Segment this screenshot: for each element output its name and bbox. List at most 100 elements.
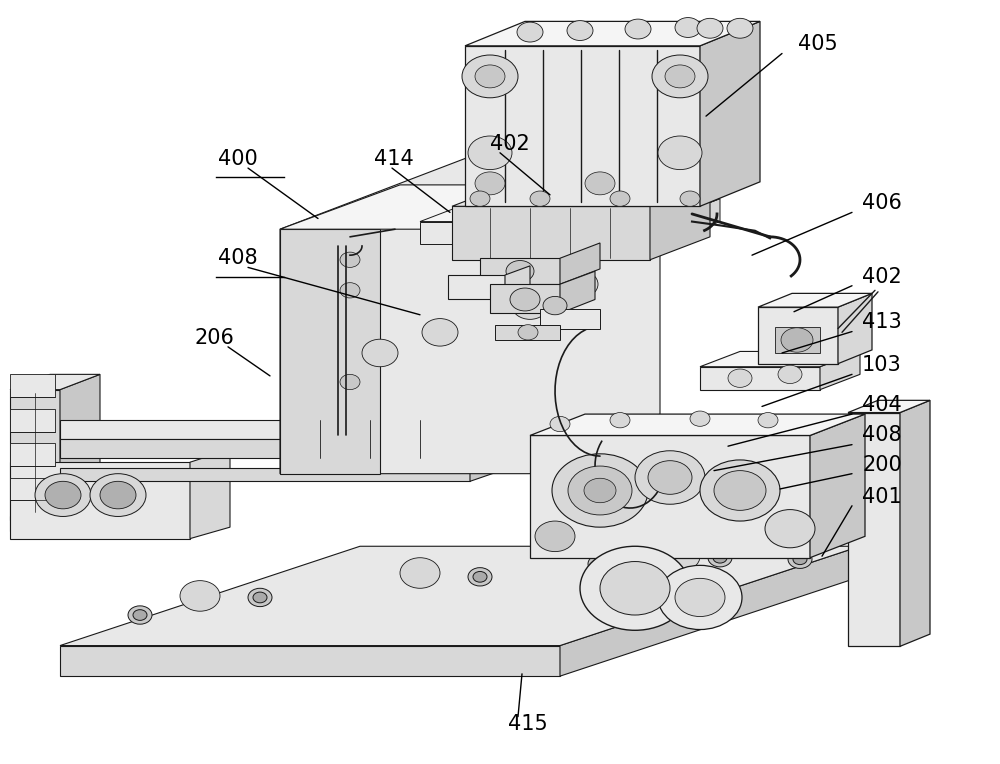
Circle shape (700, 460, 780, 521)
Polygon shape (810, 414, 865, 558)
Text: 402: 402 (862, 267, 902, 286)
Text: 406: 406 (862, 193, 902, 213)
Circle shape (45, 481, 81, 509)
Polygon shape (465, 21, 760, 46)
Circle shape (510, 288, 540, 311)
Circle shape (340, 374, 360, 390)
Polygon shape (775, 327, 820, 353)
Polygon shape (10, 462, 190, 539)
Circle shape (422, 319, 458, 346)
Polygon shape (448, 275, 505, 299)
Circle shape (468, 568, 492, 586)
Polygon shape (60, 374, 100, 520)
Text: 200: 200 (862, 455, 902, 474)
Text: 206: 206 (195, 328, 235, 348)
Circle shape (180, 581, 220, 611)
Circle shape (585, 172, 615, 195)
Circle shape (714, 471, 766, 510)
Circle shape (675, 578, 725, 617)
Polygon shape (848, 413, 900, 646)
Text: 402: 402 (490, 134, 530, 154)
Polygon shape (10, 443, 55, 466)
Circle shape (690, 411, 710, 426)
Circle shape (462, 55, 518, 98)
Circle shape (635, 451, 705, 504)
Circle shape (778, 365, 802, 384)
Polygon shape (280, 185, 660, 229)
Circle shape (727, 18, 753, 38)
Polygon shape (700, 21, 760, 206)
Circle shape (713, 552, 727, 563)
Polygon shape (495, 325, 560, 340)
Circle shape (517, 22, 543, 42)
Polygon shape (60, 546, 860, 646)
Polygon shape (280, 229, 380, 474)
Polygon shape (452, 206, 650, 260)
Polygon shape (490, 284, 560, 313)
Circle shape (658, 565, 742, 630)
Text: 415: 415 (508, 714, 548, 734)
Circle shape (552, 454, 648, 527)
Text: 414: 414 (374, 149, 414, 169)
Circle shape (600, 562, 670, 615)
Circle shape (362, 339, 398, 367)
Polygon shape (650, 183, 710, 260)
Polygon shape (660, 199, 720, 244)
Circle shape (758, 413, 778, 428)
Circle shape (100, 481, 136, 509)
Circle shape (765, 510, 815, 548)
Polygon shape (560, 546, 860, 676)
Polygon shape (10, 374, 100, 390)
Circle shape (728, 369, 752, 387)
Circle shape (665, 65, 695, 88)
Circle shape (584, 478, 616, 503)
Circle shape (788, 550, 812, 568)
Polygon shape (758, 307, 838, 364)
Polygon shape (530, 435, 810, 558)
Circle shape (660, 541, 700, 571)
Polygon shape (465, 46, 700, 206)
Text: 408: 408 (218, 248, 258, 268)
Polygon shape (470, 424, 510, 458)
Circle shape (543, 296, 567, 315)
Text: 404: 404 (862, 395, 902, 415)
Circle shape (340, 252, 360, 267)
Circle shape (512, 292, 548, 319)
Circle shape (506, 261, 534, 282)
Circle shape (580, 546, 690, 630)
Circle shape (248, 588, 272, 607)
Circle shape (652, 55, 708, 98)
Circle shape (400, 558, 440, 588)
Circle shape (530, 191, 550, 206)
Circle shape (562, 270, 598, 298)
Polygon shape (120, 504, 160, 531)
Polygon shape (452, 183, 710, 206)
Polygon shape (60, 420, 470, 439)
Polygon shape (60, 646, 560, 676)
Polygon shape (190, 449, 230, 539)
Polygon shape (60, 468, 470, 481)
Polygon shape (540, 309, 600, 329)
Polygon shape (560, 243, 600, 284)
Circle shape (567, 21, 593, 40)
Text: 401: 401 (862, 487, 902, 507)
Polygon shape (10, 390, 60, 520)
Circle shape (610, 191, 630, 206)
Polygon shape (60, 439, 470, 458)
Circle shape (518, 325, 538, 340)
Text: 408: 408 (862, 426, 902, 445)
Circle shape (468, 136, 512, 170)
Text: 413: 413 (862, 312, 902, 332)
Polygon shape (700, 367, 820, 390)
Polygon shape (530, 414, 865, 435)
Polygon shape (900, 400, 930, 646)
Polygon shape (470, 454, 510, 481)
Polygon shape (10, 409, 55, 432)
Circle shape (648, 461, 692, 494)
Circle shape (680, 191, 700, 206)
Circle shape (550, 416, 570, 432)
Polygon shape (470, 409, 510, 458)
Polygon shape (420, 199, 720, 222)
Circle shape (593, 558, 607, 569)
Circle shape (473, 571, 487, 582)
